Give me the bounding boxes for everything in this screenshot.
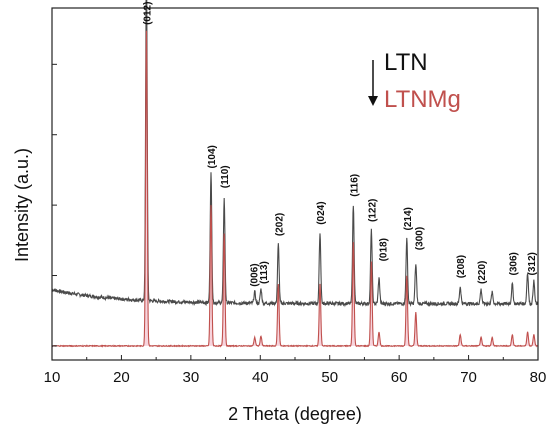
x-tick-label-30: 30: [183, 369, 200, 386]
peak-label: (110): [220, 165, 231, 188]
peak-label: (300): [415, 227, 426, 250]
legend-label-ltnmg: LTNMg: [384, 86, 461, 113]
peak-label: (018): [379, 238, 390, 261]
peak-label: (208): [456, 255, 467, 278]
series-line-ltn: [51, 0, 539, 308]
x-tick-label-80: 80: [530, 369, 547, 386]
peak-label: (012): [142, 2, 153, 25]
peak-label: (024): [316, 201, 327, 224]
legend-label-ltn: LTN: [384, 49, 428, 76]
series-layer: [51, 0, 539, 348]
y-axis-label: Intensity (a.u.): [12, 148, 32, 262]
peak-label: (113): [259, 261, 270, 284]
x-axis-label: 2 Theta (degree): [228, 404, 362, 424]
x-tick-label-20: 20: [113, 369, 130, 386]
plot-frame: [51, 7, 539, 361]
series-line-ltnmg: [51, 30, 539, 348]
peak-label: (104): [207, 145, 218, 168]
peak-label: (122): [367, 199, 378, 222]
peak-label: (220): [477, 261, 488, 284]
legend: LTN LTNMg: [368, 49, 461, 113]
peak-label: (116): [349, 174, 360, 197]
x-tick-label-60: 60: [391, 369, 408, 386]
x-tick-label-70: 70: [460, 369, 477, 386]
peak-label: (214): [403, 207, 414, 230]
x-tick-label-10: 10: [44, 369, 61, 386]
peak-labels: (012) (104)(110) (006)(113) (202) (024) (116)…: [142, 2, 538, 287]
x-ticks: 10 20 30 40 50 60 70 80: [44, 355, 547, 386]
peak-label: (312): [527, 252, 538, 275]
peak-label: (306): [508, 252, 519, 275]
peak-label: (006): [249, 263, 260, 286]
x-tick-label-50: 50: [321, 369, 338, 386]
y-ticks: [52, 63, 57, 347]
x-tick-label-40: 40: [252, 369, 269, 386]
legend-arrow-head: [368, 96, 378, 106]
peak-label: (202): [274, 213, 285, 236]
